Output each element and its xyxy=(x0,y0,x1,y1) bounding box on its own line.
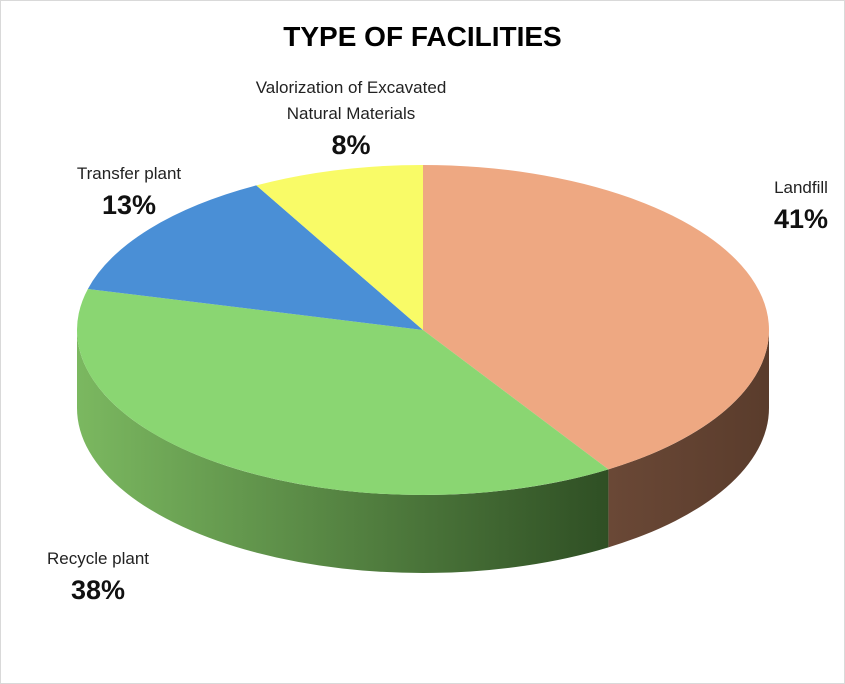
slice-value: 13% xyxy=(102,190,156,220)
slice-value: 41% xyxy=(774,204,828,234)
data-label-recycle-plant: Recycle plant 38% xyxy=(47,549,149,605)
data-label-transfer-plant: Transfer plant 13% xyxy=(77,164,182,220)
slice-value: 8% xyxy=(331,130,370,160)
pie-slice-recycle-plant xyxy=(76,288,609,495)
slice-label: Recycle plant xyxy=(47,549,149,568)
pie-slice-landfill xyxy=(423,165,769,470)
pie-side-recycle-plant xyxy=(76,330,609,573)
data-label-landfill: Landfill 41% xyxy=(774,178,828,234)
slice-label: Landfill xyxy=(774,178,828,197)
slice-label: Valorization of Excavated Natural Materia… xyxy=(256,78,447,123)
slice-value: 38% xyxy=(71,575,125,605)
data-label-valorization-of-excavated-natural-materials: Valorization of Excavated Natural Materia… xyxy=(256,78,447,160)
slice-label: Transfer plant xyxy=(77,164,182,183)
chart-title: TYPE OF FACILITIES xyxy=(283,21,562,52)
pie-slice-valorization-of-excavated-natural-materials xyxy=(256,165,423,330)
pie-slice-transfer-plant xyxy=(87,185,423,330)
pie-side-landfill xyxy=(608,330,769,548)
